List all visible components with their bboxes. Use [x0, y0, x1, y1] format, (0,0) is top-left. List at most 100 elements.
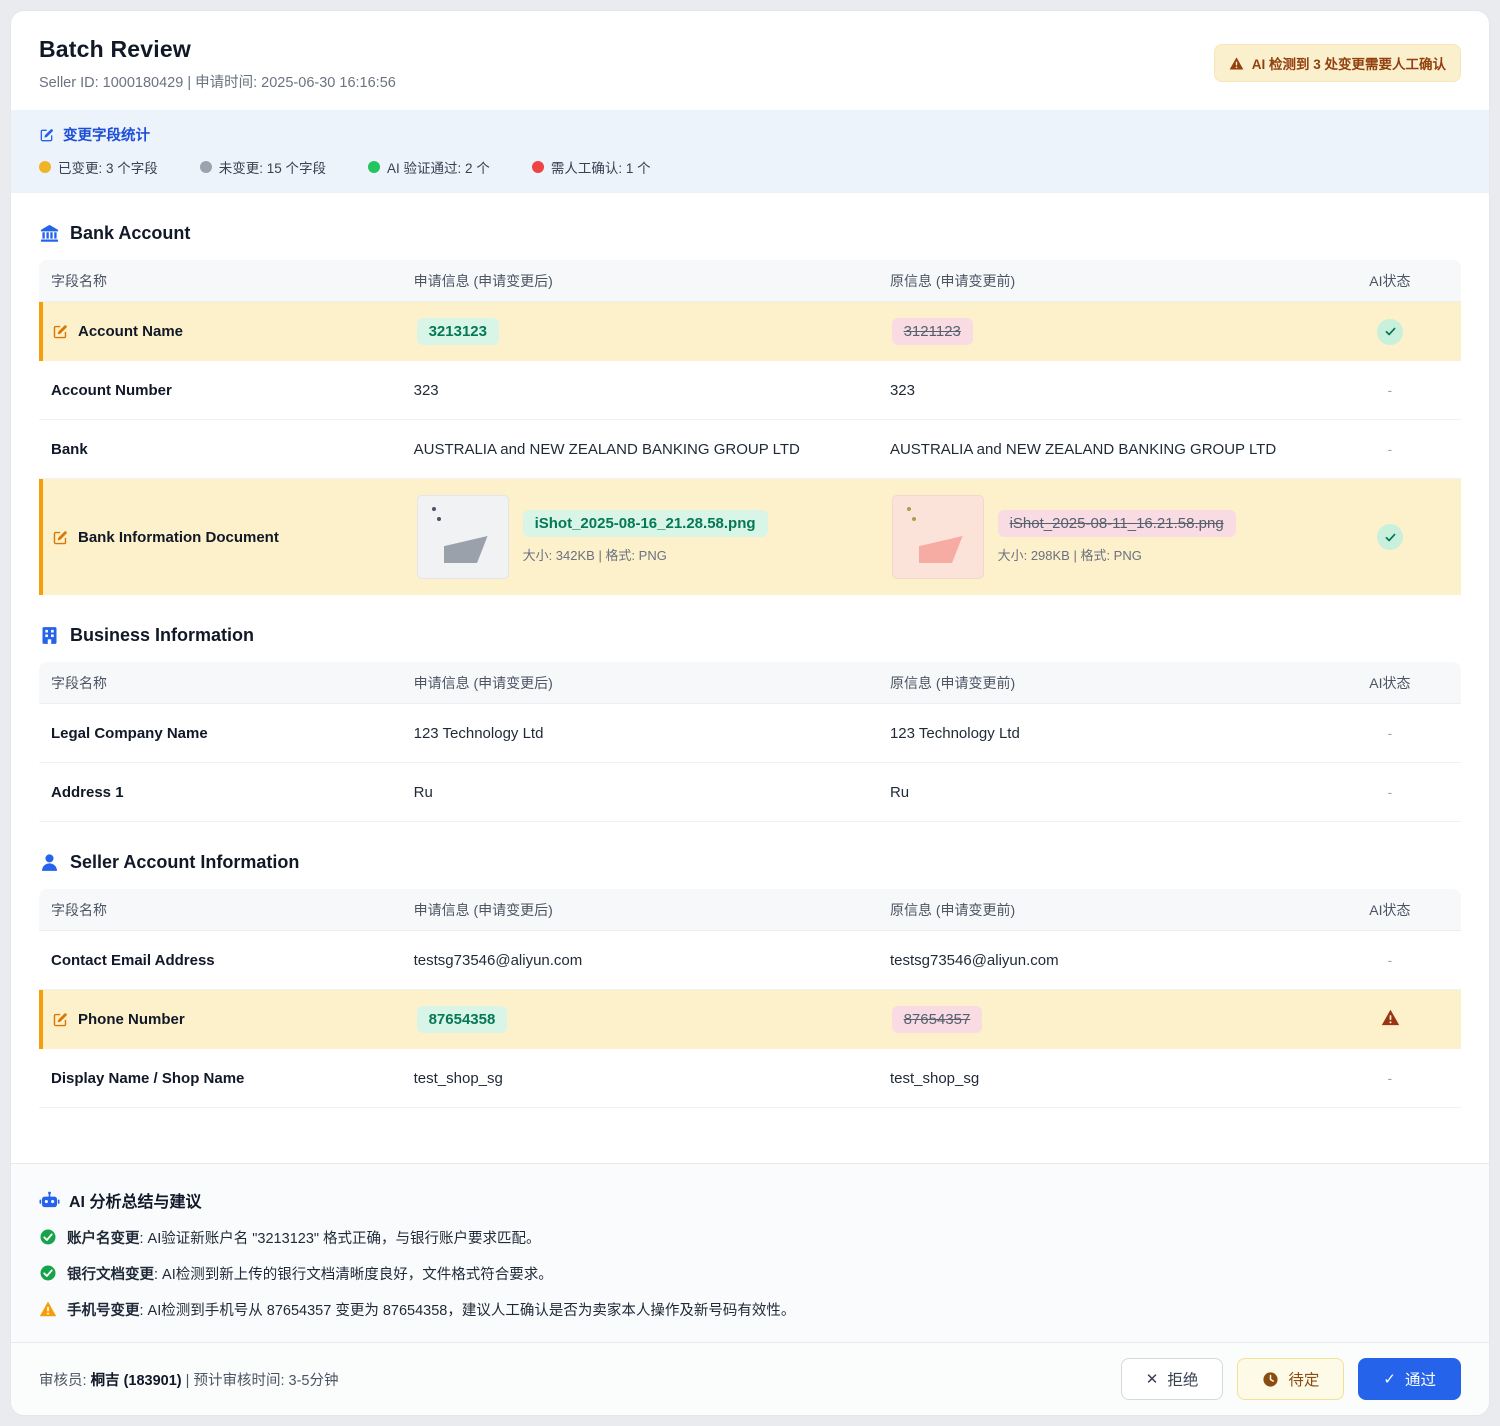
old-value-cell: 87654357: [880, 1000, 1320, 1039]
unchanged-dot-icon: [199, 161, 212, 173]
table-header-row: 字段名称 申请信息 (申请变更后) 原信息 (申请变更前) AI状态: [39, 662, 1461, 704]
ai-pass-check-icon: [1377, 524, 1404, 550]
bank-account-title: Bank Account: [70, 223, 191, 243]
ai-item-label: 银行文档变更: [67, 1267, 154, 1283]
reject-label: 拒绝: [1167, 1372, 1199, 1389]
document-thumbnail-old[interactable]: [891, 495, 984, 579]
new-value-cell: testsg73546@aliyun.com: [413, 951, 583, 969]
field-cell: Legal Company Name: [39, 719, 402, 748]
new-value-cell: 3213123: [405, 312, 880, 351]
ai-summary-text: 账户名变更: AI验证新账户名 "3213123" 格式正确，与银行账户要求匹配…: [67, 1227, 541, 1248]
reviewer-name: 桐吉 (183901): [90, 1372, 182, 1389]
new-document-cell: iShot_2025-08-16_21.28.58.png 大小: 342KB …: [405, 489, 880, 585]
field-label: Bank Information Document: [78, 528, 279, 546]
seller-account-title: Seller Account Information: [70, 852, 300, 872]
thumb-shape: [443, 536, 488, 563]
ai-summary-item-phone-number: 手机号变更: AI检测到手机号从 87654357 变更为 87654358，建…: [39, 1299, 1461, 1320]
ai-status-cell: -: [1387, 382, 1393, 398]
ai-status-cell: -: [1387, 725, 1393, 741]
new-value-cell: Ru: [413, 783, 433, 801]
stat-unchanged: 未变更: 15 个字段: [199, 157, 326, 177]
stat-changed: 已变更: 3 个字段: [39, 157, 158, 177]
document-thumbnail-new[interactable]: [416, 495, 509, 579]
col-field-name: 字段名称: [51, 674, 107, 691]
old-file-meta: 大小: 298KB | 格式: PNG: [997, 548, 1142, 563]
ai-summary-text: 手机号变更: AI检测到手机号从 87654357 变更为 87654358，建…: [67, 1299, 795, 1320]
approve-label: 通过: [1404, 1372, 1436, 1389]
edit-icon: [39, 127, 55, 143]
table-row-display-name: Display Name / Shop Name test_shop_sg te…: [39, 1049, 1461, 1108]
bank-account-section-title: Bank Account: [39, 223, 1461, 244]
reject-button[interactable]: ✕ 拒绝: [1120, 1358, 1224, 1400]
col-old-info: 原信息 (申请变更前): [889, 901, 1016, 918]
action-buttons: ✕ 拒绝 待定 ✓ 通过: [1120, 1358, 1461, 1400]
reviewer-info: 审核员: 桐吉 (183901) | 预计审核时间: 3-5分钟: [39, 1369, 338, 1390]
stat-manual-confirm: 需人工确认: 1 个: [531, 157, 651, 177]
check-icon: ✓: [1383, 1371, 1396, 1388]
seller-id-subtitle: Seller ID: 1000180429 | 申请时间: 2025-06-30…: [39, 75, 396, 91]
new-value-cell: 123 Technology Ltd: [413, 724, 544, 742]
old-value-cell: 323: [889, 381, 915, 399]
ai-status-cell: [1319, 1002, 1461, 1037]
ai-summary-title: AI 分析总结与建议: [69, 1194, 202, 1211]
stat-changed-label: 已变更: 3 个字段: [58, 161, 158, 176]
footer-bar: 审核员: 桐吉 (183901) | 预计审核时间: 3-5分钟 ✕ 拒绝 待定…: [11, 1342, 1489, 1415]
ai-status-cell: -: [1387, 441, 1393, 457]
col-ai-status: AI状态: [1369, 674, 1411, 691]
new-value-badge: 3213123: [416, 318, 499, 345]
seller-account-section-title: Seller Account Information: [39, 852, 1461, 873]
manual-confirm-dot-icon: [531, 161, 544, 173]
col-new-info: 申请信息 (申请变更后): [413, 272, 553, 289]
ai-status-cell: -: [1387, 952, 1393, 968]
old-filename-badge[interactable]: iShot_2025-08-11_16.21.58.png: [997, 510, 1236, 537]
field-cell: Bank Information Document: [43, 523, 405, 552]
ai-item-label: 账户名变更: [67, 1231, 140, 1247]
old-value-cell: test_shop_sg: [889, 1069, 980, 1087]
seller-account-table: 字段名称 申请信息 (申请变更后) 原信息 (申请变更前) AI状态 Conta…: [39, 889, 1461, 1108]
edit-icon: [52, 529, 69, 546]
main-content: Bank Account 字段名称 申请信息 (申请变更后) 原信息 (申请变更…: [11, 193, 1489, 1163]
field-label: Phone Number: [78, 1011, 185, 1028]
edit-icon: [52, 323, 69, 340]
field-label: Address 1: [51, 783, 124, 801]
table-row-account-number: Account Number 323 323 -: [39, 361, 1461, 420]
approve-button[interactable]: ✓ 通过: [1358, 1358, 1461, 1400]
changed-dot-icon: [39, 161, 51, 173]
stats-title-row: 变更字段统计: [39, 124, 1461, 145]
ai-status-cell: [1319, 518, 1461, 556]
ai-summary-text: 银行文档变更: AI检测到新上传的银行文档清晰度良好，文件格式符合要求。: [67, 1263, 553, 1284]
new-value-cell: 323: [413, 381, 439, 399]
col-old-info: 原信息 (申请变更前): [889, 674, 1016, 691]
old-value-cell: AUSTRALIA and NEW ZEALAND BANKING GROUP …: [889, 440, 1277, 458]
ai-summary-item-account-name: 账户名变更: AI验证新账户名 "3213123" 格式正确，与银行账户要求匹配…: [39, 1227, 1461, 1248]
reviewer-prefix: 审核员:: [39, 1372, 91, 1389]
old-document-cell: iShot_2025-08-11_16.21.58.png 大小: 298KB …: [880, 489, 1320, 585]
page-title: Batch Review: [39, 36, 191, 62]
new-value-cell: 87654358: [405, 1000, 880, 1039]
table-row-bank: Bank AUSTRALIA and NEW ZEALAND BANKING G…: [39, 420, 1461, 479]
ai-item-detail: : AI检测到新上传的银行文档清晰度良好，文件格式符合要求。: [154, 1267, 553, 1283]
robot-icon: [39, 1190, 60, 1211]
table-row-contact-email: Contact Email Address testsg73546@aliyun…: [39, 931, 1461, 990]
business-info-title: Business Information: [70, 625, 255, 645]
ai-warning-triangle-icon: [1381, 1008, 1400, 1027]
field-label: Legal Company Name: [51, 724, 208, 742]
stats-items: 已变更: 3 个字段 未变更: 15 个字段 AI 验证通过: 2 个 需人工确…: [39, 157, 1461, 177]
ai-passed-dot-icon: [368, 161, 381, 173]
clock-icon: [1262, 1371, 1279, 1388]
thumb-dot: [911, 517, 916, 521]
thumb-shape: [918, 536, 963, 563]
table-header-row: 字段名称 申请信息 (申请变更后) 原信息 (申请变更前) AI状态: [39, 260, 1461, 302]
col-new-info: 申请信息 (申请变更后): [413, 901, 553, 918]
pending-button[interactable]: 待定: [1237, 1358, 1345, 1400]
old-value-cell: 3121123: [880, 312, 1320, 351]
ai-status-cell: [1319, 313, 1461, 351]
old-value-badge: 3121123: [891, 318, 973, 345]
business-info-table: 字段名称 申请信息 (申请变更后) 原信息 (申请变更前) AI状态 Legal…: [39, 662, 1461, 822]
new-value-cell: AUSTRALIA and NEW ZEALAND BANKING GROUP …: [413, 440, 800, 458]
new-filename-badge[interactable]: iShot_2025-08-16_21.28.58.png: [522, 510, 768, 537]
ai-pass-check-icon: [1377, 318, 1404, 345]
change-stats-bar: 变更字段统计 已变更: 3 个字段 未变更: 15 个字段 AI 验证通过: 2…: [11, 110, 1489, 193]
field-cell: Contact Email Address: [39, 946, 402, 975]
ai-alert-text: AI 检测到 3 处变更需要人工确认: [1251, 57, 1446, 72]
